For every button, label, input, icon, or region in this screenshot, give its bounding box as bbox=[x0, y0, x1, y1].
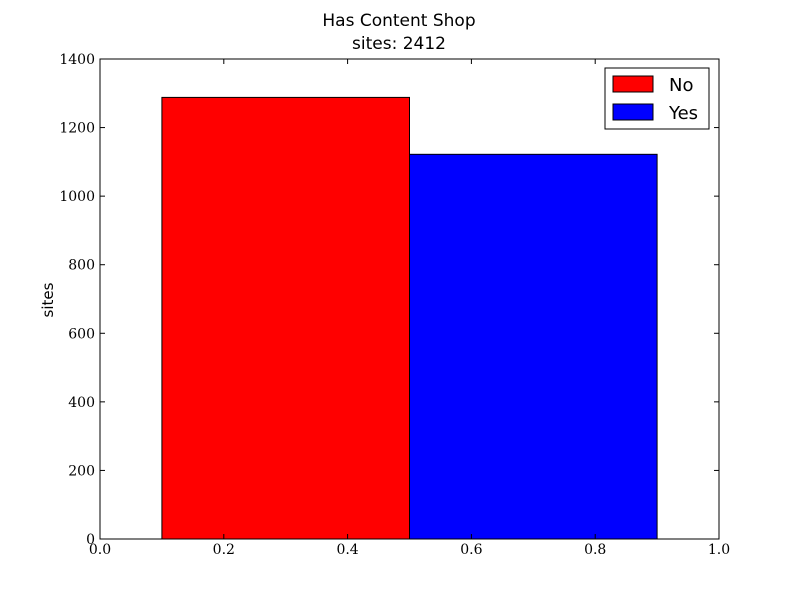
x-tick-label: 0.8 bbox=[584, 542, 606, 558]
legend-swatch-no bbox=[612, 75, 654, 93]
bar-no bbox=[161, 96, 410, 540]
x-tick-label: 0.6 bbox=[460, 542, 482, 558]
x-tick-label: 1.0 bbox=[708, 542, 730, 558]
y-tick-label: 1200 bbox=[59, 121, 95, 137]
legend: No Yes bbox=[604, 67, 710, 130]
y-tick-label: 0 bbox=[86, 532, 95, 548]
x-tick-label: 0.4 bbox=[336, 542, 358, 558]
y-tick-label: 800 bbox=[68, 258, 95, 274]
y-tick-labels: 0 200 400 600 800 1000 1200 1400 bbox=[59, 52, 95, 548]
y-tick-label: 600 bbox=[68, 326, 95, 342]
legend-entries: No Yes bbox=[612, 75, 698, 124]
bars-group bbox=[161, 96, 658, 540]
legend-label-yes: Yes bbox=[668, 103, 698, 124]
y-tick-label: 1400 bbox=[59, 52, 95, 68]
bar-yes bbox=[409, 153, 658, 540]
x-tick-label: 0.0 bbox=[89, 542, 111, 558]
x-tick-labels: 0.0 0.2 0.4 0.6 0.8 1.0 bbox=[89, 542, 730, 558]
legend-label-no: No bbox=[669, 75, 693, 96]
y-tick-label: 200 bbox=[68, 463, 95, 479]
plot-frame bbox=[99, 58, 720, 540]
legend-swatch-yes bbox=[612, 103, 654, 121]
x-tick-label: 0.2 bbox=[213, 542, 235, 558]
chart-title: Has Content Shop bbox=[322, 11, 475, 31]
y-tick-label: 400 bbox=[68, 395, 95, 411]
y-axis-label: sites bbox=[39, 282, 57, 317]
y-tick-label: 1000 bbox=[59, 189, 95, 205]
chart-subtitle: sites: 2412 bbox=[352, 34, 446, 54]
axis-ticks bbox=[99, 58, 720, 540]
